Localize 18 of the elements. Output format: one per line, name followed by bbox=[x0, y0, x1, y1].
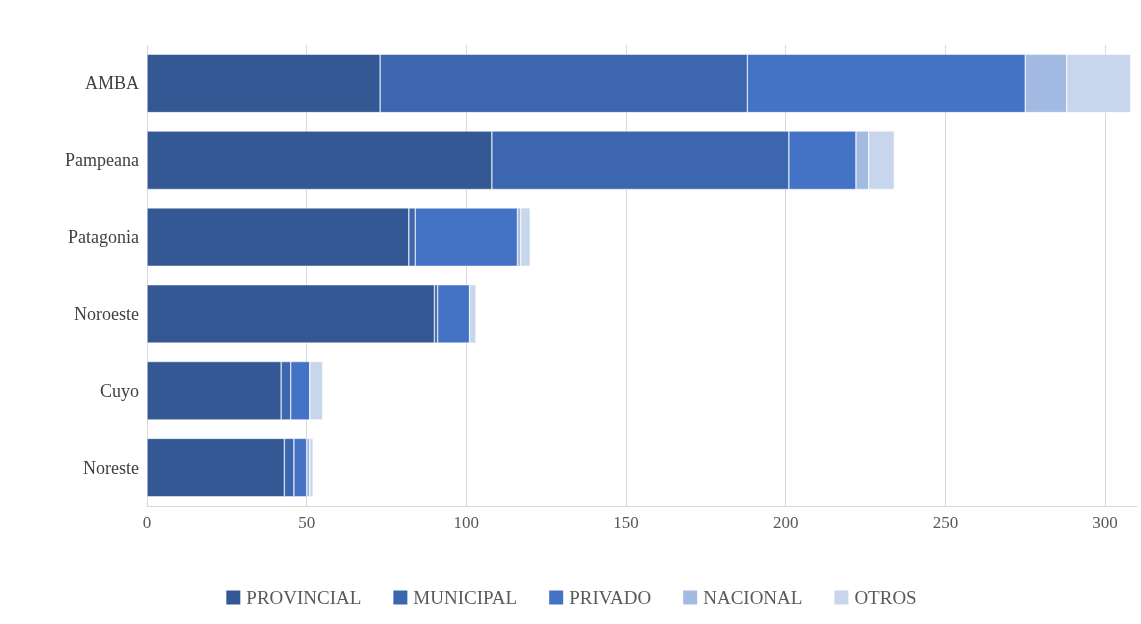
y-tick-label: AMBA bbox=[84, 73, 139, 94]
y-tick-label: Cuyo bbox=[99, 380, 139, 401]
x-tick-label: 200 bbox=[772, 513, 799, 532]
legend-label: MUNICIPAL bbox=[413, 587, 518, 608]
y-tick-label: Noreste bbox=[83, 457, 139, 478]
y-tick-label: Pampeana bbox=[65, 150, 140, 171]
legend-label: PRIVADO bbox=[569, 587, 652, 608]
x-tick-label: 0 bbox=[142, 513, 152, 532]
y-tick-label: Patagonia bbox=[68, 227, 140, 248]
x-tick-label: 100 bbox=[453, 513, 480, 532]
legend-label: PROVINCIAL bbox=[246, 587, 362, 608]
legend-label: OTROS bbox=[854, 587, 917, 608]
x-tick-label: 300 bbox=[1092, 513, 1118, 532]
x-tick-label: 250 bbox=[932, 513, 959, 532]
x-tick-label: 50 bbox=[298, 513, 316, 532]
x-tick-label: 150 bbox=[613, 513, 639, 532]
legend-label: NACIONAL bbox=[703, 587, 803, 608]
y-tick-label: Noroeste bbox=[74, 303, 139, 324]
